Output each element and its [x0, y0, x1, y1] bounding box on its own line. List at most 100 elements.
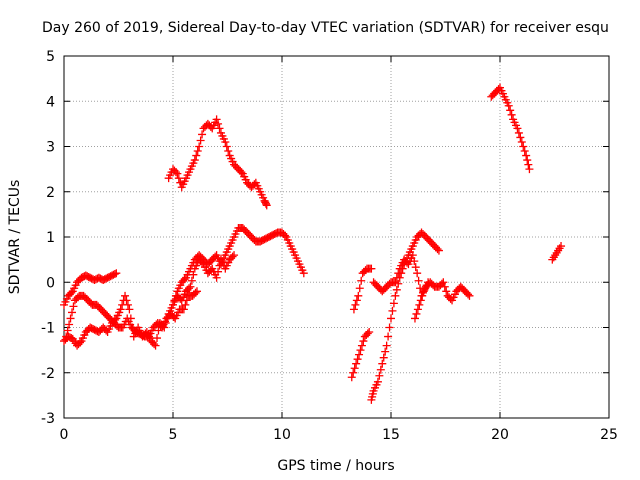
data-point — [379, 353, 388, 362]
data-point — [212, 115, 221, 124]
data-point — [524, 160, 533, 169]
data-point — [280, 231, 289, 240]
data-point — [382, 341, 391, 350]
data-point — [416, 296, 425, 305]
data-point — [214, 119, 223, 128]
data-point — [63, 326, 72, 335]
data-point — [418, 291, 427, 300]
data-point — [66, 314, 75, 323]
data-point — [433, 245, 442, 254]
data-point — [212, 273, 221, 282]
y-tick-label: 2 — [46, 185, 55, 201]
data-point — [122, 296, 131, 305]
data-marks — [60, 83, 566, 404]
data-point — [439, 278, 448, 287]
y-tick-label: 0 — [46, 275, 55, 291]
data-point — [182, 296, 191, 305]
data-point — [367, 264, 376, 273]
data-point — [517, 137, 526, 146]
data-point — [214, 267, 223, 276]
series-seg-f — [347, 328, 374, 382]
data-point — [193, 147, 202, 156]
data-point — [525, 165, 534, 174]
data-point — [516, 133, 525, 142]
data-point — [504, 101, 513, 110]
series-seg-c — [62, 287, 201, 341]
data-point — [391, 278, 400, 287]
data-point — [198, 130, 207, 139]
data-point — [174, 174, 183, 183]
x-axis-label: GPS time / hours — [277, 458, 394, 474]
data-point — [394, 269, 403, 278]
x-tick-label: 15 — [382, 427, 400, 443]
data-point — [173, 169, 182, 178]
data-point — [262, 199, 271, 208]
x-tick-labels: 0 5 10 15 20 25 — [60, 427, 618, 443]
data-point — [413, 305, 422, 314]
series-seg-a — [60, 269, 121, 309]
data-point — [388, 306, 397, 315]
data-point — [171, 168, 180, 177]
y-tick-label: -1 — [41, 321, 55, 337]
data-point — [186, 282, 195, 291]
data-point — [391, 291, 400, 300]
y-tick-label: 4 — [46, 94, 55, 110]
data-point — [410, 314, 419, 323]
data-point — [557, 242, 566, 251]
data-point — [442, 287, 451, 296]
data-point — [65, 320, 74, 329]
y-tick-label: -3 — [41, 411, 55, 427]
data-point — [222, 142, 231, 151]
data-point — [414, 276, 423, 285]
grid-lines — [64, 56, 609, 418]
data-point — [507, 110, 516, 119]
x-tick-label: 0 — [60, 427, 69, 443]
data-point — [196, 136, 205, 145]
data-point — [522, 151, 531, 160]
data-point — [357, 276, 366, 285]
data-point — [112, 269, 121, 278]
data-point — [262, 201, 271, 210]
data-point — [179, 305, 188, 314]
data-point — [352, 359, 361, 368]
data-point — [424, 278, 433, 287]
data-point — [151, 341, 160, 350]
data-point — [412, 309, 421, 318]
data-point — [355, 350, 364, 359]
data-point — [353, 355, 362, 364]
series-seg-k — [487, 83, 534, 174]
data-point — [349, 305, 358, 314]
series-seg-d — [169, 223, 308, 309]
data-point — [110, 269, 119, 278]
data-point — [520, 147, 529, 156]
data-point — [411, 263, 420, 272]
data-point — [440, 282, 449, 291]
data-point — [385, 323, 394, 332]
data-point — [392, 285, 401, 294]
data-point — [464, 290, 473, 299]
data-point — [347, 373, 356, 382]
data-point — [381, 347, 390, 356]
series-seg-e — [164, 115, 271, 210]
data-point — [519, 142, 528, 151]
data-point — [75, 338, 84, 347]
data-point — [410, 257, 419, 266]
data-point — [351, 300, 360, 309]
data-point — [378, 359, 387, 368]
data-point — [514, 128, 523, 137]
data-point — [125, 305, 134, 314]
data-point — [195, 142, 204, 151]
data-point — [356, 346, 365, 355]
data-point — [389, 299, 398, 308]
data-point — [513, 124, 522, 133]
data-point — [413, 269, 422, 278]
chart-title: Day 260 of 2019, Sidereal Day-to-day VTE… — [42, 20, 609, 36]
x-tick-label: 10 — [273, 427, 291, 443]
data-point — [221, 137, 230, 146]
y-tick-label: 1 — [46, 230, 55, 246]
data-point — [373, 377, 382, 386]
data-point — [355, 284, 364, 293]
data-point — [191, 288, 200, 297]
data-point — [392, 273, 401, 282]
